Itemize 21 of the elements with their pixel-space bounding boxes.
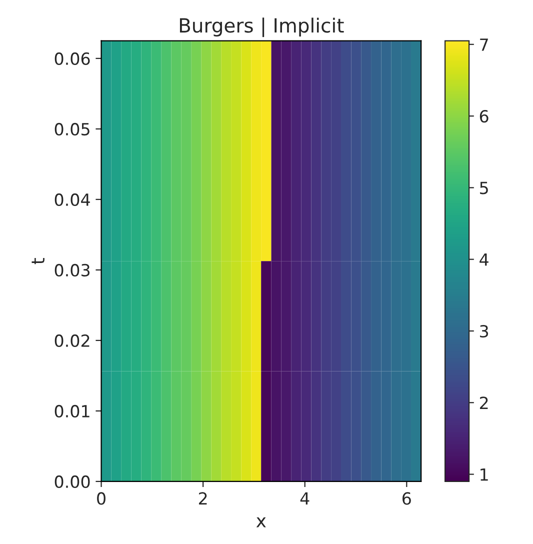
color-bar-label: 4	[480, 254, 488, 266]
y-tick-label: 0.00	[54, 475, 90, 488]
color-bar-label: 5	[480, 182, 488, 194]
chart-title: Burgers | Implicit	[180, 18, 344, 38]
x-tick-label: 0	[97, 492, 106, 505]
color-bar-label: 7	[480, 38, 488, 51]
x-axis-title: x	[256, 517, 266, 528]
color-bar-label: 3	[480, 324, 488, 338]
x-tick-label: 4	[300, 492, 310, 505]
color-bar-label: 1	[480, 468, 488, 481]
y-tick-label: 0.02	[54, 334, 90, 348]
x-tick-label: 2	[198, 492, 207, 505]
y-tick-label: 0.01	[54, 404, 90, 418]
y-tick-label: 0.04	[54, 193, 90, 206]
y-tick-label: 0.03	[54, 264, 90, 276]
x-tick-label: 6	[402, 492, 411, 505]
y-tick-label: 0.05	[54, 122, 90, 136]
color-bar-label: 6	[480, 110, 488, 123]
y-axis-title: t	[32, 258, 44, 264]
y-tick-label: 0.06	[54, 52, 90, 65]
color-bar-label: 2	[480, 396, 488, 409]
